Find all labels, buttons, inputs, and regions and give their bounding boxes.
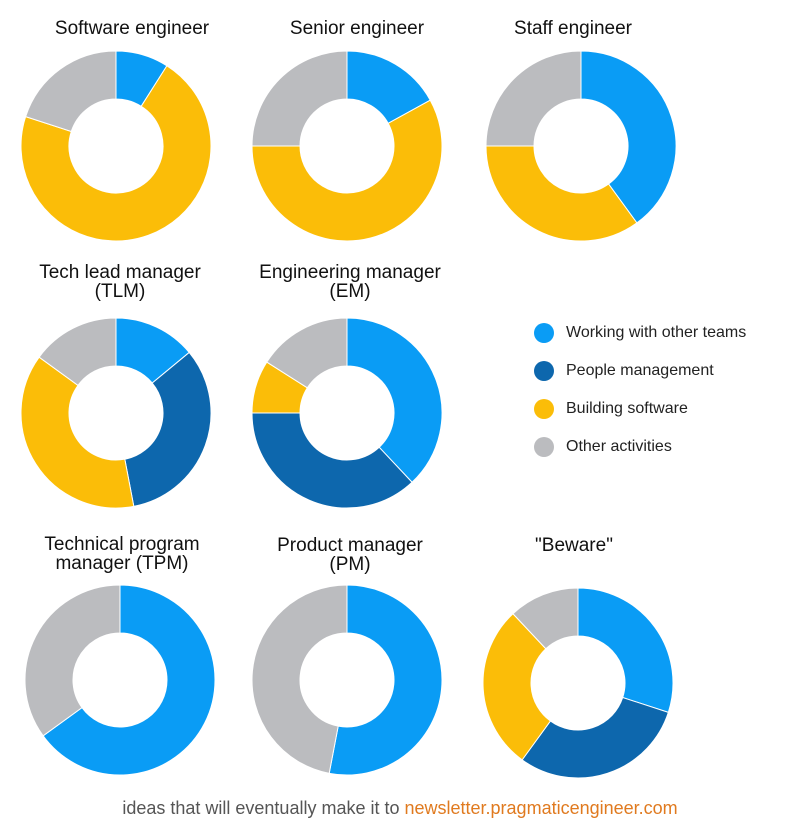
slice-working (580, 50, 677, 224)
chart-title-line: (EM) (329, 281, 371, 302)
donut-chart-2 (485, 50, 677, 242)
legend-item-working: Working with other teams (534, 314, 794, 352)
legend-label-building: Building software (566, 400, 688, 417)
legend-swatch-working (534, 323, 554, 343)
chart-title: Product manager (PM) (235, 536, 465, 574)
chart-title: Senior engineer (242, 19, 472, 38)
legend-swatch-other (534, 437, 554, 457)
legend-item-other: Other activities (534, 428, 794, 466)
chart-title-line: "Beware" (535, 535, 613, 556)
donut-chart-1 (251, 50, 443, 242)
slice-working (577, 587, 674, 713)
slice-working (42, 584, 216, 776)
slice-working (346, 317, 443, 483)
donut-chart-0 (20, 50, 212, 242)
legend-label-working: Working with other teams (566, 324, 747, 341)
legend-label-other: Other activities (566, 438, 672, 455)
slice-people (251, 412, 413, 509)
chart-title: Tech lead manager (TLM) (5, 263, 235, 301)
slice-building (485, 145, 638, 242)
slice-other (512, 587, 579, 650)
slice-other (251, 584, 348, 774)
slice-building (482, 613, 552, 761)
slice-working (328, 584, 443, 776)
footer: ideas that will eventually make it to ne… (0, 798, 800, 819)
chart-title-line: Technical program (44, 534, 200, 555)
legend-item-building: Building software (534, 390, 794, 428)
slice-building (20, 356, 135, 509)
slice-building (20, 65, 212, 242)
chart-title-line: manager (TPM) (55, 553, 189, 574)
chart-title-line: Software engineer (54, 18, 210, 39)
donut-chart-3 (20, 317, 212, 509)
chart-title: Technical program manager (TPM) (7, 535, 237, 573)
slice-other (38, 317, 117, 387)
chart-title-line: Product manager (277, 535, 423, 556)
footer-text: ideas that will eventually make it to (122, 798, 400, 818)
legend-item-people: People management (534, 352, 794, 390)
slice-other (266, 317, 348, 389)
chart-title-line: Staff engineer (514, 18, 632, 39)
chart-title: "Beware" (459, 536, 689, 555)
donut-chart-7 (482, 587, 674, 779)
chart-title: Software engineer (17, 19, 247, 38)
slice-building (251, 99, 443, 242)
footer-link[interactable]: newsletter.pragmaticengineer.com (404, 798, 678, 818)
slice-other (25, 50, 117, 133)
slice-people (521, 696, 669, 779)
chart-title: Staff engineer (458, 19, 688, 38)
chart-title-line: Tech lead manager (39, 262, 201, 283)
legend: Working with other teams People manageme… (534, 314, 794, 466)
chart-title-line: (TLM) (94, 281, 146, 302)
slice-other (251, 50, 348, 147)
slice-other (24, 584, 121, 737)
donut-chart-5 (24, 584, 216, 776)
chart-title: Engineering manager (EM) (235, 263, 465, 301)
donut-chart-6 (251, 584, 443, 776)
chart-title-line: Engineering manager (259, 262, 441, 283)
slice-people (124, 351, 212, 507)
legend-swatch-people (534, 361, 554, 381)
legend-label-people: People management (566, 362, 714, 379)
legend-swatch-building (534, 399, 554, 419)
chart-title-line: (PM) (329, 554, 371, 575)
slice-other (485, 50, 582, 147)
chart-title-line: Senior engineer (289, 18, 425, 39)
donut-chart-4 (251, 317, 443, 509)
